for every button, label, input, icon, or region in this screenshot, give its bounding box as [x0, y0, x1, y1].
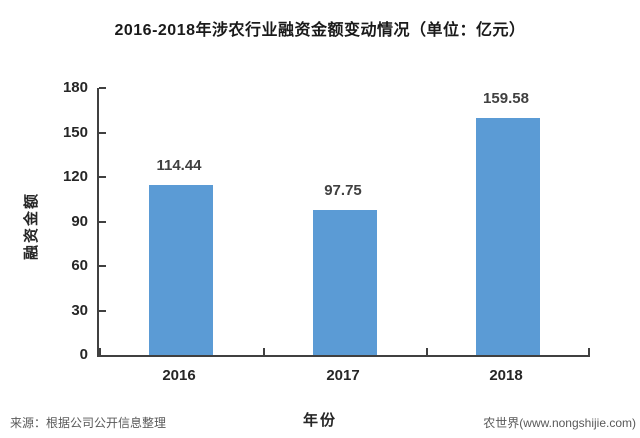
y-tick-mark [99, 265, 106, 267]
x-tick-mark [426, 348, 428, 355]
y-tick-mark [99, 176, 106, 178]
y-tick-label: 180 [62, 79, 88, 96]
x-tick-mark [263, 348, 265, 355]
y-tick-label: 60 [71, 257, 88, 274]
brand-watermark: 农世界(www.nongshijie.com) [483, 416, 636, 430]
plot-area [97, 87, 590, 357]
x-tick-label-2016: 2016 [162, 367, 196, 384]
chart-title: 2016-2018年涉农行业融资金额变动情况（单位：亿元） [114, 22, 526, 39]
y-tick-label: 30 [71, 301, 88, 319]
bar-2017 [313, 210, 377, 355]
y-tick-mark [99, 220, 106, 223]
y-tick-label: 0 [79, 346, 88, 363]
y-tick-label: 120 [62, 168, 88, 185]
source-note: 来源：根据公司公开信息整理 [10, 416, 167, 430]
bar-value-label-2018: 159.58 [483, 90, 529, 107]
y-tick-mark [99, 309, 106, 312]
x-tick-label-2018: 2018 [489, 367, 523, 384]
x-axis-title: 年份 [302, 412, 337, 429]
x-tick-label-2017: 2017 [326, 367, 360, 384]
bar-value-label-2017: 97.75 [324, 182, 362, 199]
y-tick-label: 150 [62, 123, 88, 141]
bar-value-label-2016: 114.44 [156, 157, 202, 174]
y-tick-mark [99, 131, 106, 134]
x-tick-mark [588, 348, 590, 355]
y-tick-label: 90 [71, 212, 88, 230]
x-tick-mark [99, 348, 101, 355]
bar-2016 [149, 185, 213, 355]
bar-2018 [476, 118, 540, 355]
y-tick-mark [99, 87, 106, 89]
